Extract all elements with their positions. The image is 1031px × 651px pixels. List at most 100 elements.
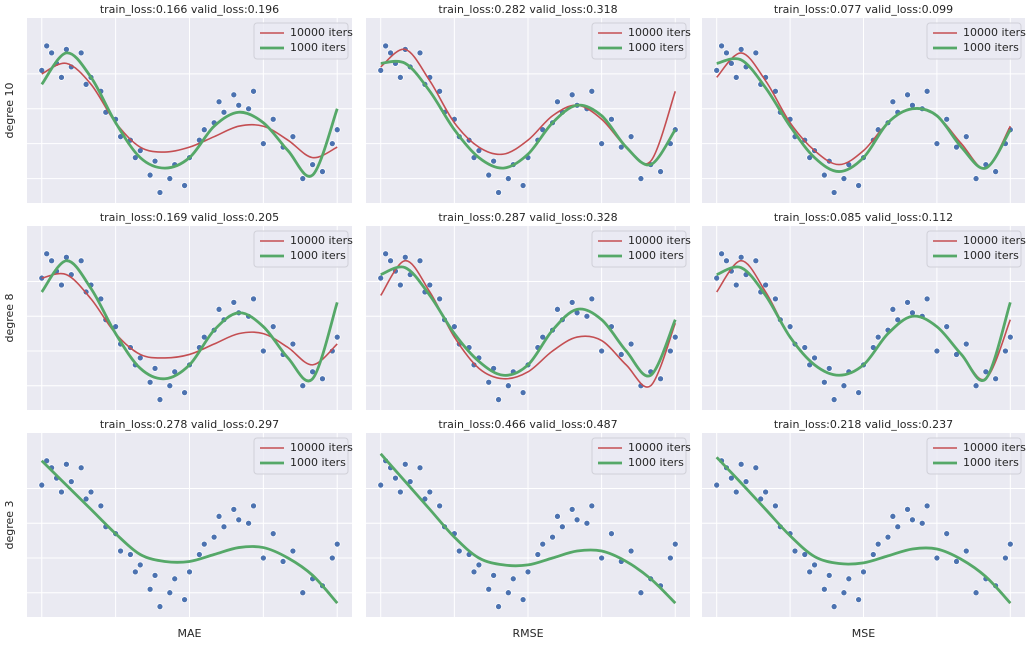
fit-line <box>715 456 1012 605</box>
scatter-point <box>333 126 341 134</box>
scatter-point <box>151 364 159 372</box>
legend-label: 1000 iters <box>963 456 1019 469</box>
scatter-point <box>874 540 882 548</box>
scatter-point <box>657 168 664 175</box>
scatter-point <box>583 519 591 527</box>
scatter-point <box>436 295 443 303</box>
scatter-point <box>657 375 664 383</box>
scatter-point <box>82 495 90 503</box>
scatter-point <box>215 305 223 313</box>
scatter-point <box>289 133 297 141</box>
legend-label: 10000 iters <box>628 441 691 454</box>
legend-box <box>591 230 687 268</box>
row-label: degree 10 <box>3 82 16 138</box>
fit-line <box>380 59 677 170</box>
scatter-point <box>260 554 267 562</box>
scatter-point <box>269 530 277 538</box>
scatter-point <box>250 502 257 510</box>
scatter-point <box>772 502 779 510</box>
scatter-point <box>889 98 897 106</box>
legend-label: 1000 iters <box>628 41 684 54</box>
scatter-point <box>737 46 745 53</box>
scatter-point <box>627 133 635 141</box>
scatter-point <box>495 603 502 610</box>
fit-line <box>40 459 339 605</box>
legend-label: 1000 iters <box>290 41 346 54</box>
scatter-point <box>943 530 951 538</box>
scatter-point <box>1002 554 1009 562</box>
scatter-point <box>509 575 517 583</box>
scatter-point <box>554 98 561 106</box>
scatter-point <box>608 530 615 538</box>
scatter-point <box>588 87 596 95</box>
scatter-point <box>470 361 478 369</box>
scatter-point <box>972 175 980 182</box>
scatter-point <box>627 547 635 555</box>
scatter-point <box>933 347 941 355</box>
scatter-point <box>972 382 980 390</box>
scatter-point <box>328 554 336 562</box>
scatter-point <box>904 506 911 513</box>
scatter-point <box>855 389 862 396</box>
chart-title: train_loss:0.085 valid_loss:0.112 <box>774 211 953 224</box>
scatter-point <box>97 502 105 510</box>
legend-label: 10000 iters <box>963 234 1026 247</box>
scatter-point <box>855 596 862 603</box>
scatter-point <box>505 589 512 597</box>
scatter-point <box>392 474 399 482</box>
scatter-point <box>855 182 862 189</box>
fit-line <box>41 62 338 159</box>
legend-box <box>253 230 349 268</box>
scatter-point <box>215 512 223 520</box>
fit-line <box>716 57 1012 173</box>
scatter-point <box>58 281 65 289</box>
scatter-point <box>455 547 463 555</box>
scatter-point <box>884 533 892 541</box>
scatter-point <box>519 389 527 396</box>
scatter-point <box>923 502 931 510</box>
scatter-point <box>637 175 645 182</box>
scatter-point <box>713 481 721 489</box>
scatter-point <box>825 364 833 372</box>
scatter-point <box>840 589 848 597</box>
scatter-point <box>820 378 828 386</box>
scatter-point <box>166 175 174 182</box>
scatter-point <box>801 344 809 351</box>
scatter-point <box>608 115 615 123</box>
legend-label: 10000 iters <box>963 26 1026 39</box>
scatter-point <box>772 295 779 303</box>
scatter-point <box>549 533 556 541</box>
scatter-point <box>250 87 257 95</box>
scatter-point <box>382 250 389 258</box>
scatter-point <box>328 140 336 148</box>
scatter-point <box>377 274 385 282</box>
scatter-point <box>992 168 999 175</box>
scatter-point <box>830 603 838 610</box>
scatter-point <box>377 67 385 74</box>
scatter-point <box>972 589 980 597</box>
scatter-point <box>568 506 576 513</box>
scatter-point <box>1006 540 1014 548</box>
scatter-point <box>215 98 223 106</box>
scatter-point <box>840 382 848 390</box>
scatter-point <box>505 175 512 182</box>
fit-line <box>716 265 1012 382</box>
scatter-point <box>860 568 867 576</box>
scatter-point <box>909 516 916 524</box>
scatter-point <box>416 464 424 472</box>
scatter-point <box>470 568 478 576</box>
fit-line <box>40 51 339 178</box>
legend-label: 10000 iters <box>628 234 691 247</box>
scatter-point <box>667 554 674 562</box>
scatter-point <box>806 568 814 576</box>
scatter-point <box>791 547 799 555</box>
scatter-point <box>58 488 65 496</box>
scatter-point <box>82 80 90 88</box>
scatter-point <box>43 42 51 50</box>
chart-title: train_loss:0.466 valid_loss:0.487 <box>438 418 617 431</box>
column-label: MAE <box>178 627 202 640</box>
scatter-point <box>117 547 124 555</box>
scatter-point <box>260 347 267 355</box>
scatter-point <box>387 257 394 265</box>
scatter-point <box>820 585 828 593</box>
